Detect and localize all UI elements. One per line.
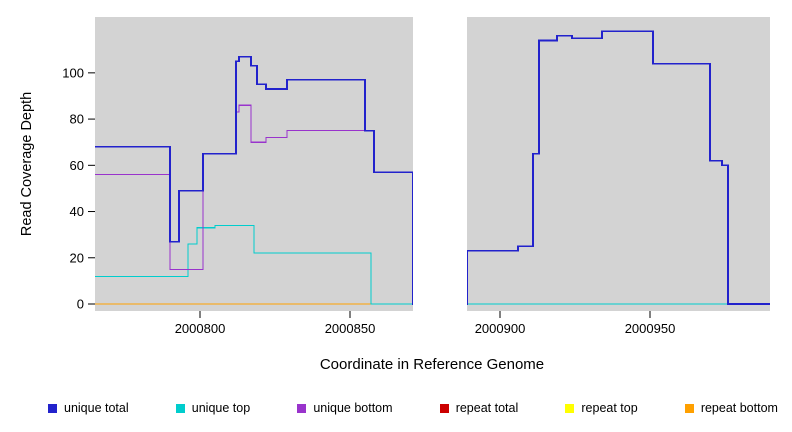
chart-canvas: 2000800 2000850 2000900 2000950 0 20 40 60 80 100 xyxy=(62,12,770,336)
legend-item-unique-top: unique top xyxy=(175,401,251,415)
x-axis-title: Coordinate in Reference Genome xyxy=(319,356,545,373)
y-tick-label: 60 xyxy=(70,158,84,173)
legend-swatch-repeat-total xyxy=(439,403,449,413)
x-tick-label: 2000800 xyxy=(175,321,226,336)
legend-swatch-repeat-bottom xyxy=(684,403,694,413)
legend-swatch-unique-total xyxy=(48,403,57,413)
legend-item-repeat-total: repeat total xyxy=(439,401,519,415)
legend-item-unique-total: unique total xyxy=(48,401,129,415)
series-line-unique-top xyxy=(95,224,770,305)
legend-item-repeat-top: repeat top xyxy=(565,401,638,415)
x-tick-label: 2000850 xyxy=(325,321,376,336)
y-tick-label: 100 xyxy=(62,65,84,80)
y-axis-title: Read Coverage Depth xyxy=(19,91,35,237)
legend-swatch-unique-top xyxy=(175,403,185,413)
legend-label: unique top xyxy=(191,401,251,415)
legend-label: unique bottom xyxy=(313,401,393,415)
legend-label: unique total xyxy=(64,401,129,415)
y-tick-label: 40 xyxy=(70,204,84,219)
y-tick-label: 80 xyxy=(70,112,84,127)
legend-label: repeat total xyxy=(455,401,519,415)
y-tick-label: 0 xyxy=(77,297,84,312)
legend-label: repeat top xyxy=(581,401,638,415)
x-tick-label: 2000900 xyxy=(475,321,526,336)
legend-item-unique-bottom: unique bottom xyxy=(297,401,393,415)
legend-label: repeat bottom xyxy=(700,401,778,415)
legend-swatch-unique-bottom xyxy=(297,403,307,413)
chart-legend: unique total unique top unique bottom repea… xyxy=(48,401,778,415)
coverage-gap-region xyxy=(413,12,467,311)
y-tick-label: 20 xyxy=(70,250,84,265)
legend-swatch-repeat-top xyxy=(565,403,575,413)
x-tick-label: 2000950 xyxy=(625,321,676,336)
legend-item-repeat-bottom: repeat bottom xyxy=(684,401,778,415)
